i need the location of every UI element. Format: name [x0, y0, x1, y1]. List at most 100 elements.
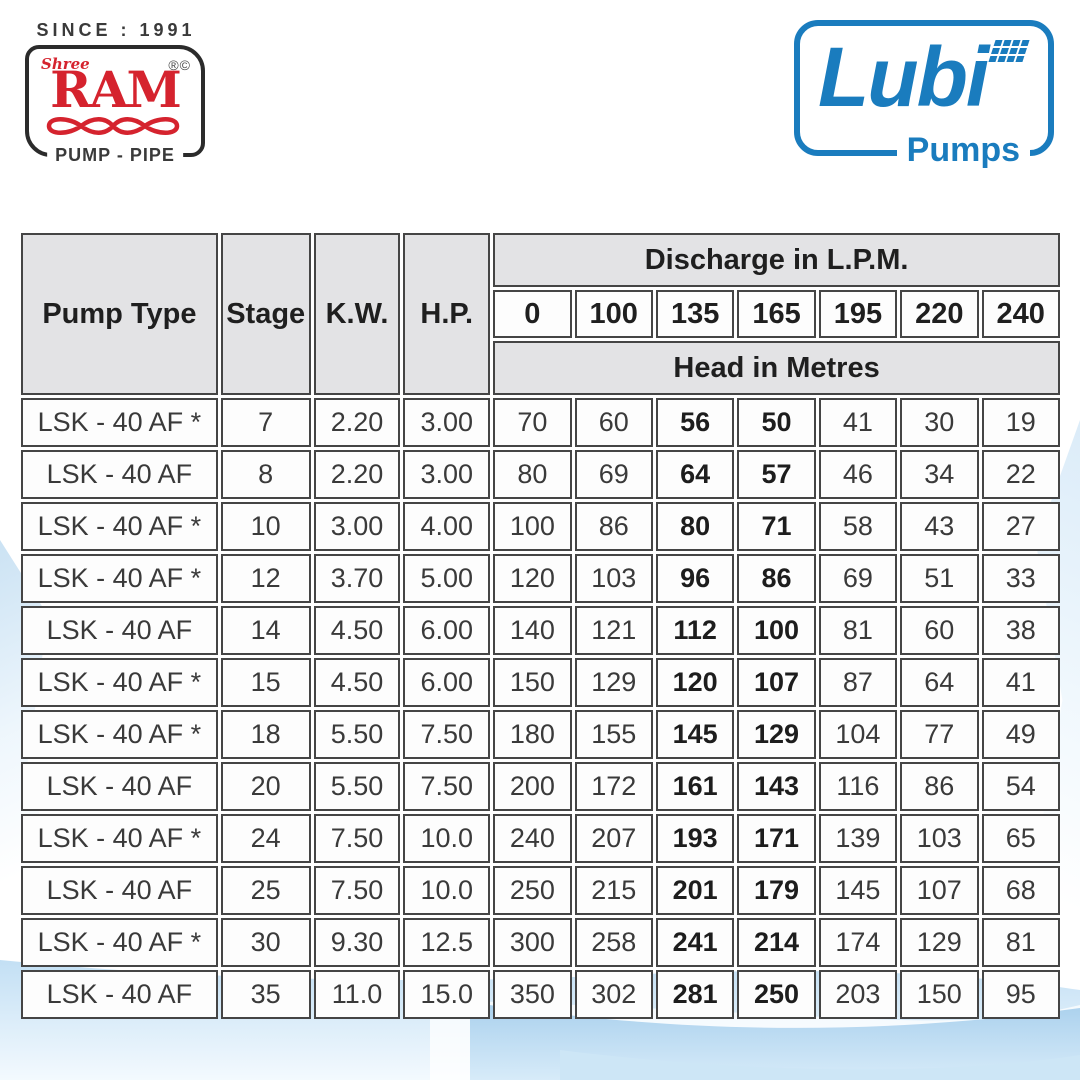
table-row: LSK - 40 AF * 18 5.50 7.50 180 155 145 129 104 77…	[21, 710, 1060, 759]
head-value-cell: 302	[574, 970, 653, 1019]
head-value-cell: 240	[493, 814, 572, 863]
spec-value-cell: 15	[220, 658, 311, 707]
spec-value-cell: 7.50	[403, 710, 491, 759]
head-value-cell: 56	[655, 398, 735, 447]
head-value-cell: 172	[574, 762, 653, 811]
head-value-cell: 193	[655, 814, 735, 863]
table-row: LSK - 40 AF 35 11.0 15.0 350 302 281 250 203 150 9…	[21, 970, 1060, 1019]
head-value-cell: 300	[493, 918, 572, 967]
spec-value-cell: 20	[220, 762, 311, 811]
head-value-cell: 116	[818, 762, 898, 811]
head-value-cell: 64	[655, 450, 735, 499]
head-value-cell: 41	[981, 658, 1060, 707]
discharge-value-header: 220	[900, 290, 979, 338]
head-value-cell: 38	[981, 606, 1060, 655]
table-row: LSK - 40 AF * 10 3.00 4.00 100 86 80 71 58 43 27	[21, 502, 1060, 551]
table-row: LSK - 40 AF * 24 7.50 10.0 240 207 193 171 139 10…	[21, 814, 1060, 863]
discharge-value-header: 135	[655, 290, 735, 338]
pump-type-cell: LSK - 40 AF	[21, 450, 218, 499]
lubi-logo: Lubi Pumps	[794, 20, 1054, 170]
head-value-cell: 150	[493, 658, 572, 707]
head-value-cell: 46	[818, 450, 898, 499]
head-value-cell: 250	[493, 866, 572, 915]
spec-value-cell: 4.00	[403, 502, 491, 551]
spec-value-cell: 5.50	[313, 762, 401, 811]
spec-value-cell: 15.0	[403, 970, 491, 1019]
pump-type-cell: LSK - 40 AF *	[21, 398, 218, 447]
discharge-value-header: 100	[574, 290, 653, 338]
spec-value-cell: 5.50	[313, 710, 401, 759]
col-header-pump-type: Pump Type	[21, 233, 218, 395]
head-value-cell: 129	[574, 658, 653, 707]
pump-type-cell: LSK - 40 AF *	[21, 502, 218, 551]
head-value-cell: 139	[818, 814, 898, 863]
head-value-cell: 203	[818, 970, 898, 1019]
table-row: LSK - 40 AF * 30 9.30 12.5 300 258 241 214 174 12…	[21, 918, 1060, 967]
head-value-cell: 77	[900, 710, 979, 759]
pump-type-cell: LSK - 40 AF *	[21, 710, 218, 759]
pump-type-cell: LSK - 40 AF *	[21, 814, 218, 863]
discharge-value-header: 165	[737, 290, 816, 338]
trademark-icons: ®©	[168, 57, 191, 73]
head-value-cell: 179	[737, 866, 816, 915]
head-value-cell: 54	[981, 762, 1060, 811]
spec-value-cell: 14	[220, 606, 311, 655]
head-value-cell: 22	[981, 450, 1060, 499]
spec-value-cell: 24	[220, 814, 311, 863]
discharge-values-row: 0 100 135 165 195 220 240	[21, 290, 1060, 338]
head-value-cell: 140	[493, 606, 572, 655]
lubi-wordmark: Lubi	[818, 30, 989, 124]
head-value-cell: 69	[818, 554, 898, 603]
head-value-cell: 350	[493, 970, 572, 1019]
pump-spec-table: Pump Type Stage K.W. H.P. Discharge in L…	[18, 230, 1063, 1022]
head-value-cell: 58	[818, 502, 898, 551]
table-row: LSK - 40 AF 25 7.50 10.0 250 215 201 179 145 107 6…	[21, 866, 1060, 915]
head-value-cell: 86	[737, 554, 816, 603]
shree-ram-logo: Shree ®© RAM PUMP - PIPE	[25, 45, 205, 166]
head-value-cell: 60	[900, 606, 979, 655]
head-value-cell: 121	[574, 606, 653, 655]
spec-value-cell: 7.50	[313, 814, 401, 863]
discharge-value-header: 240	[981, 290, 1060, 338]
head-value-cell: 215	[574, 866, 653, 915]
head-value-cell: 103	[900, 814, 979, 863]
shree-text: Shree	[41, 55, 90, 73]
ram-wordmark: RAM	[50, 60, 182, 119]
head-value-cell: 69	[574, 450, 653, 499]
head-value-cell: 64	[900, 658, 979, 707]
spec-value-cell: 7.50	[403, 762, 491, 811]
pump-type-cell: LSK - 40 AF	[21, 970, 218, 1019]
head-value-cell: 214	[737, 918, 816, 967]
spec-value-cell: 12.5	[403, 918, 491, 967]
since-label: SINCE : 1991	[36, 20, 196, 40]
head-value-cell: 107	[737, 658, 816, 707]
head-value-cell: 87	[818, 658, 898, 707]
col-header-stage: Stage	[220, 233, 311, 395]
head-value-cell: 104	[818, 710, 898, 759]
head-value-cell: 95	[981, 970, 1060, 1019]
head-value-cell: 49	[981, 710, 1060, 759]
spec-value-cell: 6.00	[403, 606, 491, 655]
head-value-cell: 161	[655, 762, 735, 811]
grid-icon	[988, 40, 1030, 62]
spec-value-cell: 2.20	[313, 398, 401, 447]
head-value-cell: 34	[900, 450, 979, 499]
spec-value-cell: 10.0	[403, 814, 491, 863]
head-value-cell: 96	[655, 554, 735, 603]
head-value-cell: 120	[655, 658, 735, 707]
pump-type-cell: LSK - 40 AF	[21, 866, 218, 915]
head-value-cell: 27	[981, 502, 1060, 551]
head-value-cell: 33	[981, 554, 1060, 603]
head-value-cell: 174	[818, 918, 898, 967]
head-value-cell: 57	[737, 450, 816, 499]
head-value-cell: 70	[493, 398, 572, 447]
spec-value-cell: 12	[220, 554, 311, 603]
head-value-cell: 86	[900, 762, 979, 811]
head-value-cell: 241	[655, 918, 735, 967]
head-value-cell: 145	[818, 866, 898, 915]
head-in-metres-header: Head in Metres	[493, 341, 1060, 395]
spec-value-cell: 2.20	[313, 450, 401, 499]
spec-value-cell: 6.00	[403, 658, 491, 707]
table-row: LSK - 40 AF 14 4.50 6.00 140 121 112 100 81 60 38	[21, 606, 1060, 655]
table-body: LSK - 40 AF * 7 2.20 3.00 70 60 56 50 41 30 19 LSK …	[21, 398, 1060, 1019]
